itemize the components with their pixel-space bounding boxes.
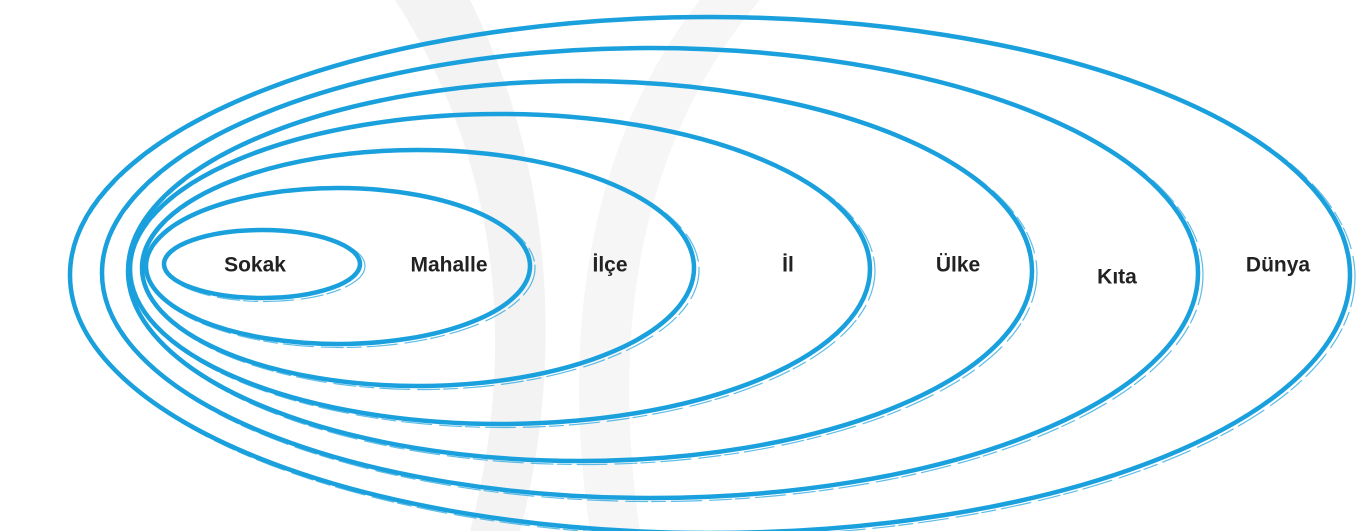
ring-3-brush-edge <box>142 149 700 391</box>
background-swoosh <box>395 0 546 531</box>
ring-7 <box>67 14 1353 531</box>
ring-1-brush-edge <box>164 229 366 303</box>
ring-6-brush-edge <box>102 47 1204 503</box>
ring-4-brush-edge <box>130 113 876 429</box>
ring-7-brush-edge <box>70 16 1356 531</box>
ring-label-4: İl <box>782 254 794 277</box>
ring-label-3: İlçe <box>592 254 627 277</box>
labels-layer: Sokak Mahalle İlçe İl Ülke Kıta Dünya <box>224 254 1310 289</box>
ring-label-2: Mahalle <box>410 254 487 277</box>
ring-2 <box>143 185 533 347</box>
ring-label-1: Sokak <box>224 254 286 277</box>
ring-5-brush-edge <box>128 80 1038 466</box>
background-swoosh-2 <box>579 0 760 531</box>
ring-label-7: Dünya <box>1246 254 1311 277</box>
rings-layer <box>67 14 1356 531</box>
ring-label-5: Ülke <box>936 254 980 277</box>
ring-2-brush-edge <box>146 187 536 349</box>
ring-label-6: Kıta <box>1097 266 1137 289</box>
ring-1 <box>161 227 363 301</box>
